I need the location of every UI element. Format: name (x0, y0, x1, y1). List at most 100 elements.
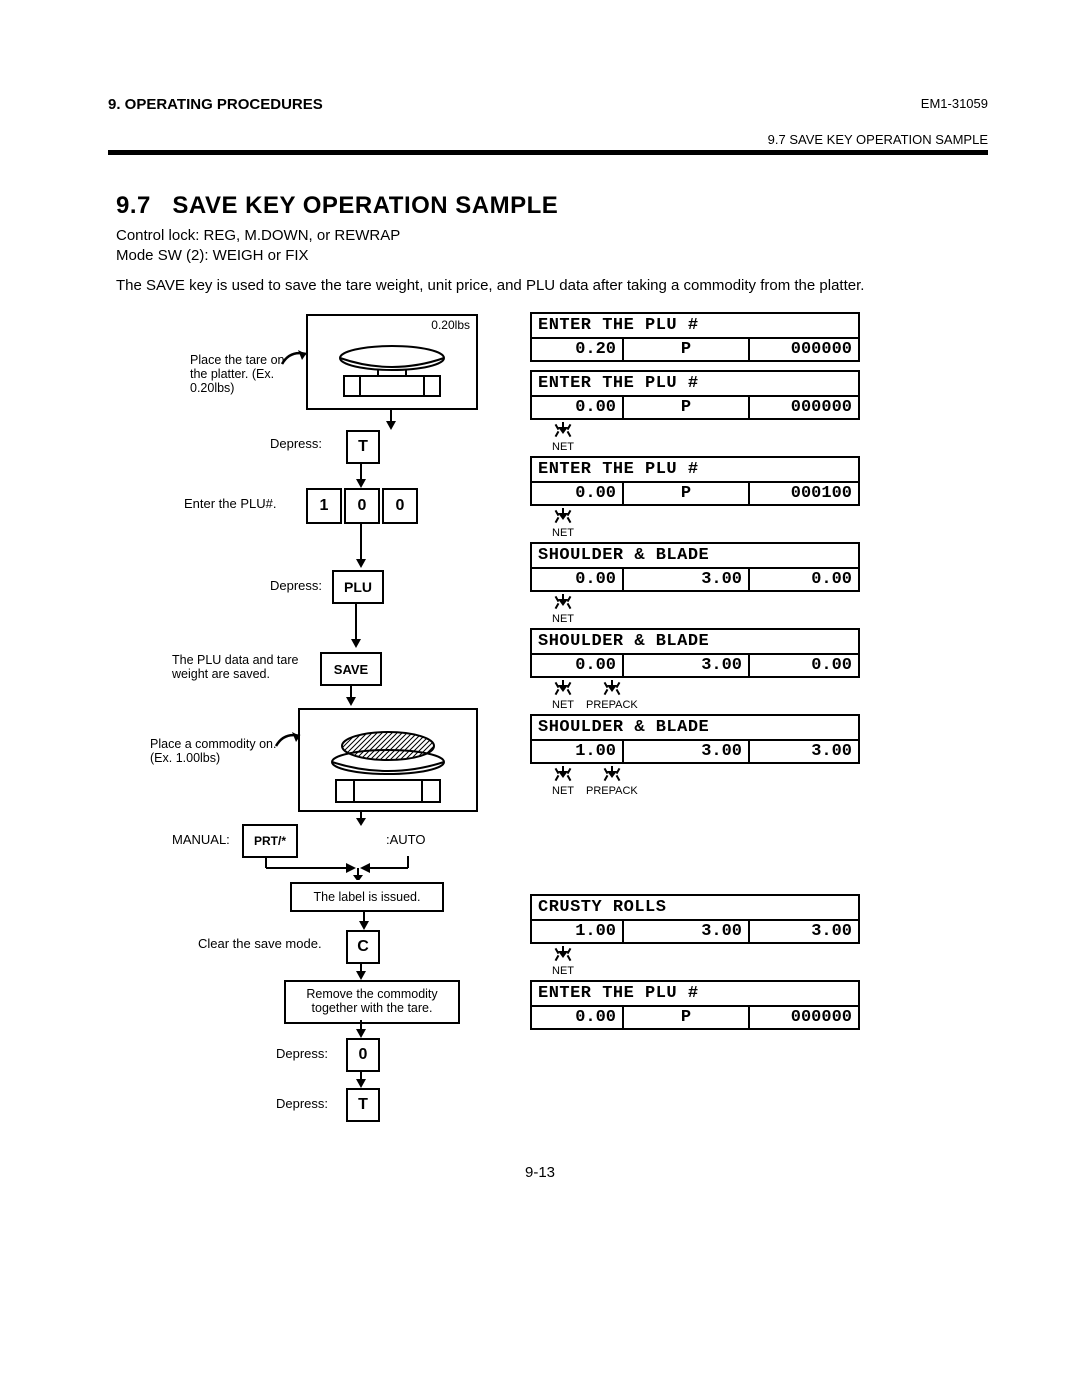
key-prt: PRT/* (242, 824, 298, 858)
step11-caption: Depress: (276, 1046, 328, 1061)
curved-arrow-icon (280, 348, 312, 368)
mode-sw-line: Mode SW (2): WEIGH or FIX (116, 246, 400, 266)
display-cell: 000000 (750, 397, 858, 418)
step2-caption: Depress: (270, 436, 322, 451)
remove-box: Remove the commodity together with the t… (284, 980, 460, 1024)
key-0a: 0 (344, 488, 380, 524)
key-c: C (346, 930, 380, 964)
display-row: 1.00 3.00 3.00 (530, 921, 860, 944)
manual-label: MANUAL: (172, 832, 230, 847)
blink-icon (604, 766, 620, 780)
key-save: SAVE (320, 652, 382, 686)
display-cell: 0.00 (532, 655, 624, 676)
indicator-label: NET (552, 699, 574, 711)
blink-icon (555, 422, 571, 436)
blink-icon (555, 680, 571, 694)
curved-arrow-icon (274, 730, 306, 750)
display-cell: 000000 (750, 339, 858, 360)
display-row: 0.00 3.00 0.00 (530, 569, 860, 592)
display-title: ENTER THE PLU # (530, 370, 860, 397)
display-title: ENTER THE PLU # (530, 980, 860, 1007)
blink-icon (555, 594, 571, 608)
arrow-down-icon (355, 462, 367, 488)
display-row: 0.20 P 000000 (530, 339, 860, 362)
display-row: 1.00 3.00 3.00 (530, 741, 860, 764)
display-row: 0.00 P 000000 (530, 397, 860, 420)
display-cell: P (624, 1007, 750, 1028)
step5-caption: The PLU data and tare weight are saved. (172, 654, 312, 682)
arrow-down-icon (358, 910, 370, 930)
arrow-down-icon (355, 810, 367, 826)
display-cell: 3.00 (750, 741, 858, 762)
scale-icon (308, 316, 476, 408)
display-row: 0.00 P 000000 (530, 1007, 860, 1030)
display-cell: 3.00 (624, 921, 750, 942)
display-cell: 0.00 (532, 1007, 624, 1028)
display-title: ENTER THE PLU # (530, 312, 860, 339)
indicator-label: NET (552, 785, 574, 797)
arrow-down-icon (345, 684, 357, 706)
display-title: SHOULDER & BLADE (530, 628, 860, 655)
indicator-row: NET (530, 420, 860, 456)
scale-box-2 (298, 708, 478, 812)
auto-label: :AUTO (386, 832, 426, 847)
indicator-label: PREPACK (586, 699, 638, 711)
display-cell: 3.00 (750, 921, 858, 942)
indicator-row: NET PREPACK (530, 764, 860, 800)
arrow-down-icon (355, 962, 367, 980)
display-cell: 0.00 (532, 397, 624, 418)
display-title: SHOULDER & BLADE (530, 542, 860, 569)
display-cell: 3.00 (624, 569, 750, 590)
control-lock-line: Control lock: REG, M.DOWN, or REWRAP (116, 226, 400, 246)
indicator-row: NET (530, 506, 860, 542)
display-cell: 000000 (750, 1007, 858, 1028)
indicator-label: NET (552, 441, 574, 453)
section-heading: SAVE KEY OPERATION SAMPLE (172, 192, 558, 219)
label-issued-box: The label is issued. (290, 882, 444, 912)
header-rule (108, 150, 988, 155)
display-cell: 0.00 (532, 569, 624, 590)
indicator-row: NET (530, 592, 860, 628)
arrow-down-icon (355, 1070, 367, 1088)
display-cell: P (624, 339, 750, 360)
key-t: T (346, 430, 380, 464)
indicator-row: NET PREPACK (530, 678, 860, 714)
indicator-label: NET (552, 613, 574, 625)
display-cell: P (624, 483, 750, 504)
branch-arrow-icon (260, 856, 440, 880)
scale-with-item-icon (300, 710, 476, 810)
display-cell: 0.00 (750, 655, 858, 676)
chapter-title: 9. OPERATING PROCEDURES (108, 96, 988, 113)
blink-icon (555, 766, 571, 780)
section-settings: Control lock: REG, M.DOWN, or REWRAP Mod… (116, 226, 400, 267)
section-body: The SAVE key is used to save the tare we… (116, 276, 980, 296)
key-t-2: T (346, 1088, 380, 1122)
blink-icon (604, 680, 620, 694)
display-title: SHOULDER & BLADE (530, 714, 860, 741)
indicator-label: PREPACK (586, 785, 638, 797)
display-cell: P (624, 397, 750, 418)
section-number: 9.7 (116, 192, 151, 219)
step6-caption: Place a commodity on. (Ex. 1.00lbs) (150, 738, 290, 766)
display-cell: 000100 (750, 483, 858, 504)
display-cell: 0.00 (532, 483, 624, 504)
key-plu: PLU (332, 570, 384, 604)
indicator-label: NET (552, 965, 574, 977)
key-0: 0 (346, 1038, 380, 1072)
display-cell: 1.00 (532, 741, 624, 762)
step12-caption: Depress: (276, 1096, 328, 1111)
key-1: 1 (306, 488, 342, 524)
section-ref: 9.7 SAVE KEY OPERATION SAMPLE (768, 132, 988, 147)
blink-icon (555, 508, 571, 522)
display-column: ENTER THE PLU # 0.20 P 000000 ENTER THE … (530, 312, 860, 1030)
display-cell: 3.00 (624, 741, 750, 762)
display-cell: 1.00 (532, 921, 624, 942)
doc-number: EM1-31059 (921, 96, 988, 111)
display-row: 0.00 3.00 0.00 (530, 655, 860, 678)
page-header: 9. OPERATING PROCEDURES EM1-31059 9.7 SA… (108, 96, 988, 113)
blink-icon (555, 946, 571, 960)
display-title: CRUSTY ROLLS (530, 894, 860, 921)
key-0b: 0 (382, 488, 418, 524)
arrow-down-icon (385, 408, 397, 430)
indicator-row: NET (530, 944, 860, 980)
